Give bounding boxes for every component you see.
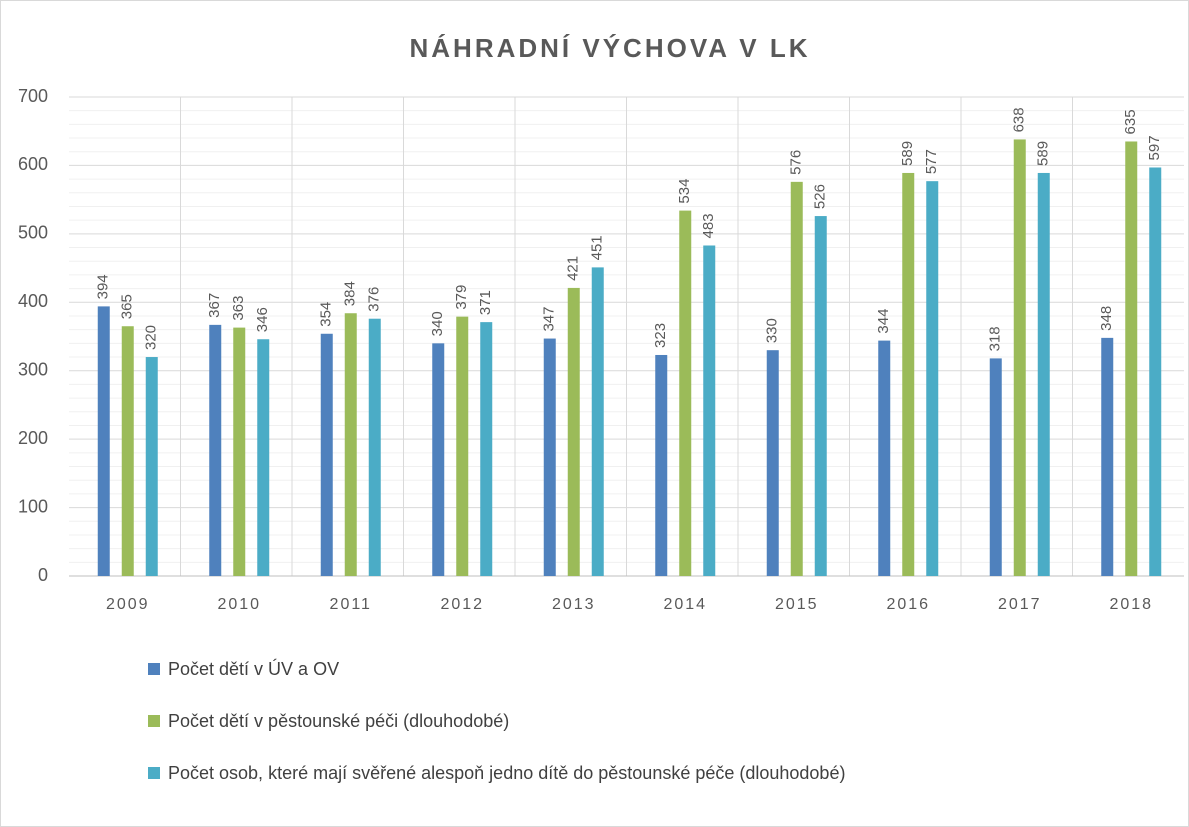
x-tick-label: 2011 [330,596,372,613]
bar [456,316,469,576]
bar [766,350,779,576]
x-tick-label: 2009 [106,596,150,613]
data-label: 394 [95,274,112,299]
bar [257,339,270,576]
bar [368,318,381,576]
data-label: 344 [875,309,892,334]
legend-label: Počet osob, které mají svěřené alespoň j… [168,763,846,783]
bar [121,326,134,576]
legend-item: Počet osob, které mají svěřené alespoň j… [148,760,908,786]
bar [543,338,556,576]
bar [320,333,333,576]
data-label: 421 [565,256,582,281]
bar [1149,167,1162,576]
y-tick-label: 500 [18,223,48,243]
x-tick-label: 2018 [1109,596,1153,613]
data-label: 363 [230,296,247,321]
bar [480,322,493,576]
x-tick-label: 2017 [998,596,1042,613]
data-label: 354 [318,302,335,327]
bar [703,245,716,577]
data-label: 318 [987,326,1004,351]
x-tick-label: 2013 [552,596,596,613]
bar [902,172,915,576]
bar [926,181,939,576]
bar [1013,139,1026,576]
bar [989,358,1002,576]
y-tick-label: 0 [38,565,48,585]
bar [814,216,827,576]
y-tick-label: 700 [18,86,48,106]
data-label: 589 [1035,141,1052,166]
bar [432,343,445,576]
data-label: 379 [453,285,470,310]
bar [344,313,357,576]
legend-item: Počet dětí v pěstounské péči (dlouhodobé… [148,708,908,734]
data-label: 340 [429,311,446,336]
y-tick-label: 300 [18,359,48,379]
data-label: 526 [812,184,829,209]
data-label: 346 [254,307,271,332]
data-label: 348 [1098,306,1115,331]
data-label: 589 [899,141,916,166]
bar [209,324,222,576]
legend-swatch [148,767,160,779]
bar [679,210,692,576]
data-label: 320 [143,325,160,350]
bar [1101,337,1114,576]
legend-swatch [148,663,160,675]
x-tick-label: 2015 [775,596,819,613]
data-label: 384 [342,281,359,306]
bar [233,327,246,576]
data-label: 367 [206,293,223,318]
bar [567,287,580,576]
chart-title: NÁHRADNÍ VÝCHOVA V LK [409,33,810,63]
data-label: 347 [541,307,558,332]
y-tick-label: 200 [18,428,48,448]
bar [97,306,110,576]
data-label: 638 [1011,107,1028,132]
x-tick-label: 2010 [217,596,261,613]
bar [790,181,803,576]
data-label: 365 [119,294,136,319]
data-label: 635 [1122,109,1139,134]
data-label: 597 [1146,135,1163,160]
data-label: 577 [923,149,940,174]
bar [591,267,604,576]
y-tick-label: 400 [18,291,48,311]
bar [1037,172,1050,576]
data-label: 534 [676,179,693,204]
data-label: 451 [589,235,606,260]
legend-label: Počet dětí v ÚV a OV [168,659,340,679]
x-tick-label: 2014 [663,596,707,613]
bar [655,354,668,576]
bar [878,340,891,576]
data-label: 483 [700,213,717,238]
x-tick-label: 2016 [886,596,930,613]
x-tick-label: 2012 [440,596,484,613]
data-label: 330 [764,318,781,343]
legend-item: Počet dětí v ÚV a OV [148,656,908,682]
data-label: 323 [652,323,669,348]
bar [145,357,158,576]
legend-swatch [148,715,160,727]
bar [1125,141,1138,576]
y-tick-label: 100 [18,496,48,516]
data-label: 371 [477,290,494,315]
data-label: 576 [788,150,805,175]
y-tick-label: 600 [18,154,48,174]
legend-label: Počet dětí v pěstounské péči (dlouhodobé… [168,711,510,731]
data-label: 376 [366,287,383,312]
